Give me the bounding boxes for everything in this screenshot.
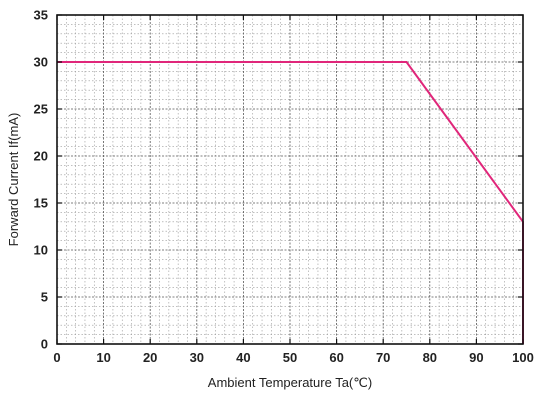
y-tick-label: 35 bbox=[34, 8, 48, 23]
x-tick-label: 20 bbox=[143, 350, 157, 365]
y-tick-labels: 0 5 10 15 20 25 30 35 bbox=[34, 8, 48, 352]
major-grid bbox=[57, 15, 523, 344]
x-tick-label: 40 bbox=[236, 350, 250, 365]
y-axis-title: Forward Current If(mA) bbox=[6, 113, 21, 247]
y-tick-label: 30 bbox=[34, 55, 48, 70]
x-tick-labels: 0 10 20 30 40 50 60 70 80 90 100 bbox=[53, 350, 533, 365]
x-tick-label: 80 bbox=[423, 350, 437, 365]
x-tick-label: 60 bbox=[329, 350, 343, 365]
y-tick-label: 10 bbox=[34, 243, 48, 258]
x-axis-title: Ambient Temperature Ta(℃) bbox=[208, 375, 372, 390]
y-tick-label: 15 bbox=[34, 196, 48, 211]
x-tick-label: 0 bbox=[53, 350, 60, 365]
x-tick-label: 100 bbox=[512, 350, 534, 365]
axis-ticks bbox=[56, 14, 524, 345]
y-tick-label: 0 bbox=[41, 337, 48, 352]
minor-grid bbox=[57, 15, 523, 344]
x-tick-label: 30 bbox=[190, 350, 204, 365]
y-tick-label: 25 bbox=[34, 102, 48, 117]
x-tick-label: 50 bbox=[283, 350, 297, 365]
y-tick-label: 20 bbox=[34, 149, 48, 164]
x-tick-label: 10 bbox=[96, 350, 110, 365]
x-tick-label: 90 bbox=[469, 350, 483, 365]
y-tick-label: 5 bbox=[41, 290, 48, 305]
x-tick-label: 70 bbox=[376, 350, 390, 365]
